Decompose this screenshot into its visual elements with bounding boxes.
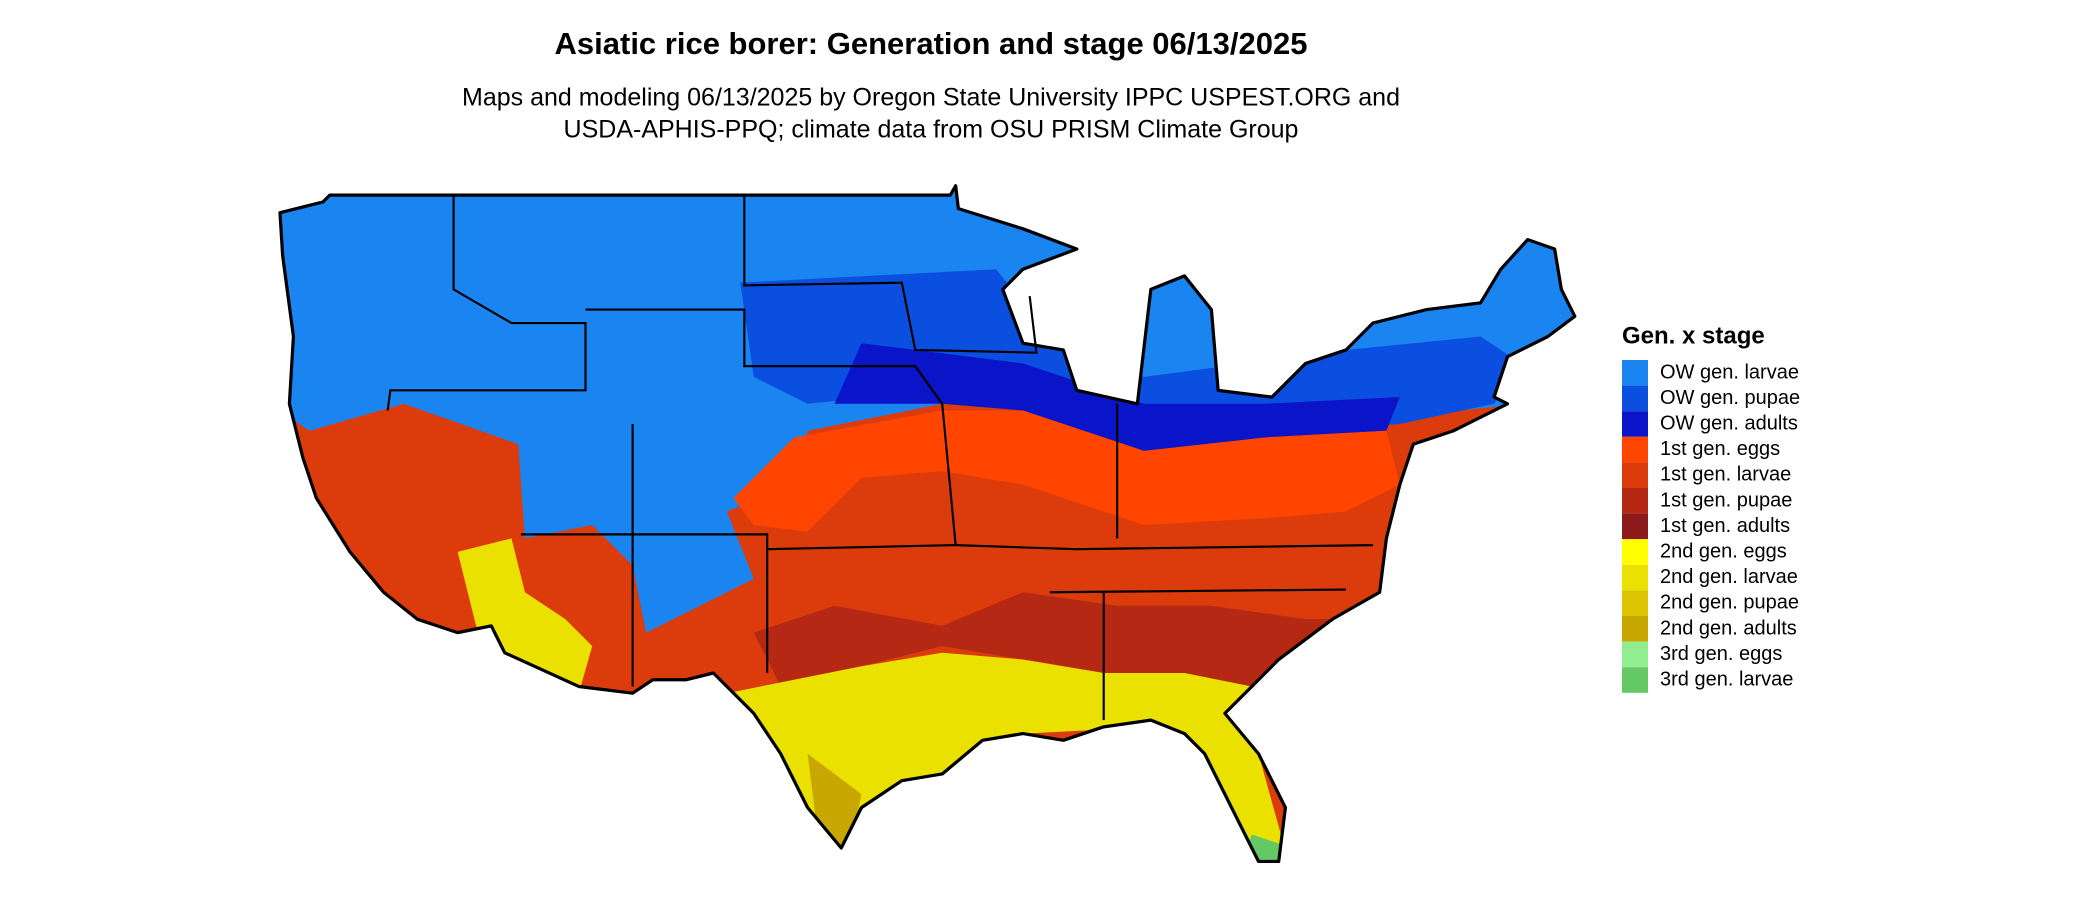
map-subtitle: Maps and modeling 06/13/2025 by Oregon S… xyxy=(462,84,1400,112)
legend-label: OW gen. pupae xyxy=(1660,387,1800,409)
legend-title: Gen. x stage xyxy=(1622,322,1765,349)
map-region xyxy=(753,592,1346,687)
map-region xyxy=(733,410,1400,532)
legend-swatch xyxy=(1622,513,1648,540)
legend-label: 2nd gen. eggs xyxy=(1660,540,1787,562)
legend-swatch xyxy=(1622,462,1648,488)
legend-swatch xyxy=(1622,436,1648,463)
state-border xyxy=(955,544,1373,551)
map-region xyxy=(457,538,593,694)
legend-swatch xyxy=(1622,616,1648,642)
legend: OW gen. larvae OW gen. pupae OW gen. adult… xyxy=(1622,360,1800,693)
legend-swatch xyxy=(1622,539,1648,565)
state-borders xyxy=(386,195,1373,721)
map-region xyxy=(740,269,1521,445)
legend-swatch xyxy=(1622,564,1648,591)
legend-label: 1st gen. pupae xyxy=(1660,489,1792,511)
legend-label: 3rd gen. larvae xyxy=(1660,668,1793,690)
legend-label: 2nd gen. pupae xyxy=(1660,592,1799,614)
legend-label: OW gen. larvae xyxy=(1660,361,1799,383)
legend-label: 3rd gen. eggs xyxy=(1660,643,1782,665)
map-region xyxy=(726,652,1293,862)
map-title: Asiatic rice borer: Generation and stage… xyxy=(555,26,1308,61)
state-border xyxy=(743,195,1038,354)
legend-swatch xyxy=(1622,590,1648,616)
legend-swatch xyxy=(1622,641,1648,668)
legend-label: 2nd gen. adults xyxy=(1660,617,1797,639)
legend-label: OW gen. adults xyxy=(1660,412,1798,434)
legend-swatch xyxy=(1622,411,1648,437)
legend-swatch xyxy=(1622,667,1648,693)
state-border xyxy=(1049,588,1347,594)
legend-swatch xyxy=(1622,385,1648,412)
legend-label: 1st gen. eggs xyxy=(1660,438,1780,460)
state-border xyxy=(585,308,957,673)
state-border xyxy=(386,195,587,411)
map-regions xyxy=(279,185,1575,862)
legend-swatch xyxy=(1622,360,1648,386)
state-border xyxy=(520,533,769,550)
legend-swatch xyxy=(1622,488,1648,514)
legend-label: 1st gen. adults xyxy=(1660,515,1790,537)
legend-label: 1st gen. larvae xyxy=(1660,464,1791,486)
map xyxy=(278,184,1577,864)
map-subtitle: USDA-APHIS-PPQ; climate data from OSU PR… xyxy=(564,116,1299,144)
legend-label: 2nd gen. larvae xyxy=(1660,566,1798,588)
